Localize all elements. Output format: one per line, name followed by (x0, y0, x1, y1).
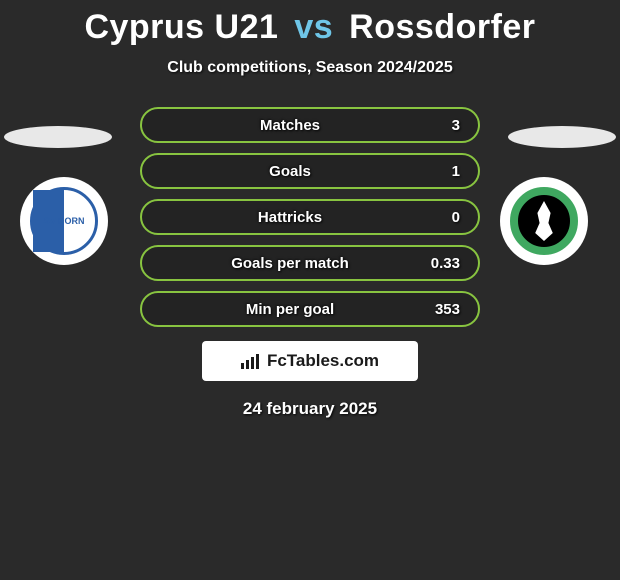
title-team1: Cyprus U21 (84, 8, 278, 46)
stat-row-hattricks: Hattricks 0 (140, 199, 480, 235)
stat-value: 3 (420, 117, 460, 134)
brand-text: FcTables.com (267, 351, 379, 371)
team2-logo-circle (500, 177, 588, 265)
stat-row-matches: Matches 3 (140, 107, 480, 143)
stat-value: 1 (420, 163, 460, 180)
team1-logo-text: SV HORN (43, 217, 84, 226)
bar-chart-icon (241, 353, 261, 369)
stat-label: Goals per match (160, 255, 420, 272)
stat-label: Matches (160, 117, 420, 134)
stat-label: Goals (160, 163, 420, 180)
stat-label: Min per goal (160, 301, 420, 318)
team2-logo (500, 177, 600, 265)
stat-value: 0 (420, 209, 460, 226)
ellipse-right (508, 126, 616, 148)
title-vs: vs (294, 8, 333, 46)
date-text: 24 february 2025 (0, 399, 620, 419)
team1-logo: SV HORN (20, 177, 120, 265)
subtitle: Club competitions, Season 2024/2025 (0, 59, 620, 77)
main-container: Cyprus U21 vs Rossdorfer Club competitio… (0, 0, 620, 580)
title-team2: Rossdorfer (349, 8, 535, 46)
page-title: Cyprus U21 vs Rossdorfer (0, 0, 620, 47)
team1-logo-inner: SV HORN (30, 187, 98, 255)
team2-logo-flame-icon (533, 201, 555, 241)
stats-list: Matches 3 Goals 1 Hattricks 0 Goals per … (140, 107, 480, 327)
stat-label: Hattricks (160, 209, 420, 226)
ellipse-left (4, 126, 112, 148)
team1-logo-circle: SV HORN (20, 177, 108, 265)
stat-value: 0.33 (420, 255, 460, 272)
team2-logo-inner (510, 187, 578, 255)
stat-row-goals: Goals 1 (140, 153, 480, 189)
stat-row-goals-per-match: Goals per match 0.33 (140, 245, 480, 281)
stat-row-min-per-goal: Min per goal 353 (140, 291, 480, 327)
stat-value: 353 (420, 301, 460, 318)
brand-box[interactable]: FcTables.com (202, 341, 418, 381)
